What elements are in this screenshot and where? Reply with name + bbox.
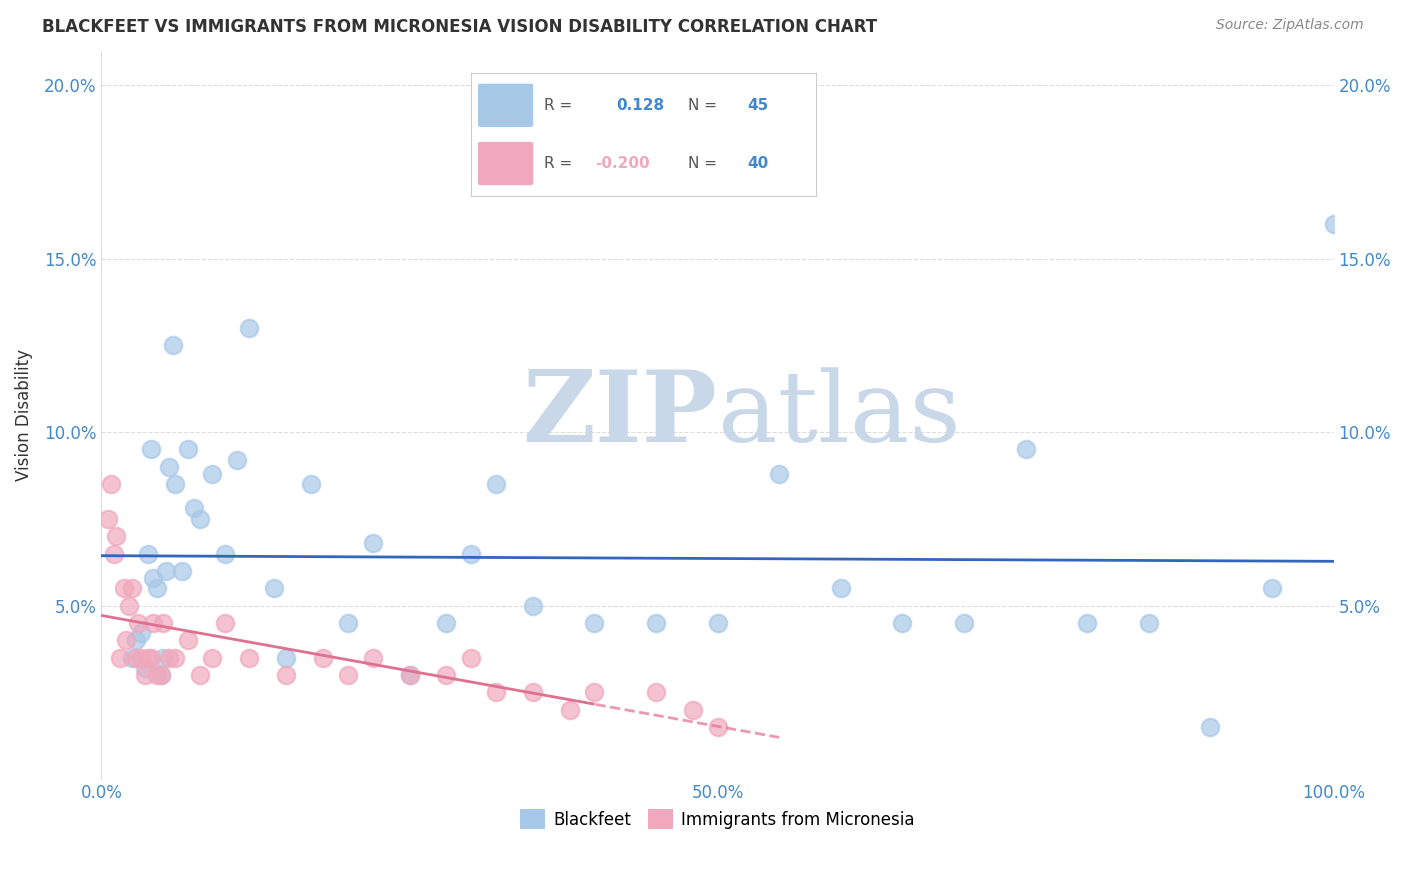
Point xyxy=(100,477,122,491)
Point xyxy=(183,501,205,516)
Point xyxy=(238,650,260,665)
Point xyxy=(706,615,728,630)
Point xyxy=(299,477,322,491)
Point xyxy=(336,668,359,682)
Point xyxy=(706,720,728,734)
Point xyxy=(125,650,148,665)
Point xyxy=(152,650,174,665)
Point xyxy=(105,529,128,543)
Point xyxy=(645,615,668,630)
Point xyxy=(238,321,260,335)
Text: BLACKFEET VS IMMIGRANTS FROM MICRONESIA VISION DISABILITY CORRELATION CHART: BLACKFEET VS IMMIGRANTS FROM MICRONESIA … xyxy=(42,18,877,36)
Point xyxy=(165,477,187,491)
Point xyxy=(170,564,193,578)
Point xyxy=(134,668,156,682)
Point xyxy=(139,650,162,665)
Point xyxy=(1014,442,1036,457)
Point xyxy=(522,599,544,613)
Point xyxy=(485,685,508,699)
Point xyxy=(129,626,152,640)
Point xyxy=(155,564,177,578)
Point xyxy=(214,615,236,630)
Point xyxy=(485,477,508,491)
Point xyxy=(460,547,482,561)
Point xyxy=(1076,615,1098,630)
Point xyxy=(136,650,159,665)
Text: Source: ZipAtlas.com: Source: ZipAtlas.com xyxy=(1216,18,1364,32)
Point xyxy=(768,467,790,481)
Point xyxy=(891,615,914,630)
Point xyxy=(97,512,120,526)
Point xyxy=(157,650,180,665)
Point xyxy=(129,650,152,665)
Point xyxy=(312,650,335,665)
Point xyxy=(201,467,224,481)
Point xyxy=(522,685,544,699)
Point xyxy=(188,512,211,526)
Legend: Blackfeet, Immigrants from Micronesia: Blackfeet, Immigrants from Micronesia xyxy=(513,803,921,836)
Point xyxy=(276,668,298,682)
Point xyxy=(152,615,174,630)
Point xyxy=(682,702,704,716)
Point xyxy=(136,547,159,561)
Point xyxy=(558,702,581,716)
Point xyxy=(263,581,285,595)
Point xyxy=(177,633,200,648)
Point xyxy=(165,650,187,665)
Point xyxy=(460,650,482,665)
Text: atlas: atlas xyxy=(717,367,960,463)
Point xyxy=(436,668,458,682)
Point xyxy=(149,668,172,682)
Point xyxy=(146,668,169,682)
Point xyxy=(583,685,606,699)
Point xyxy=(188,668,211,682)
Point xyxy=(127,615,149,630)
Point xyxy=(398,668,420,682)
Point xyxy=(139,442,162,457)
Point xyxy=(276,650,298,665)
Point xyxy=(112,581,135,595)
Point xyxy=(361,536,384,550)
Point xyxy=(162,338,184,352)
Point xyxy=(436,615,458,630)
Point xyxy=(953,615,976,630)
Point xyxy=(121,581,143,595)
Point xyxy=(583,615,606,630)
Point xyxy=(1199,720,1222,734)
Point xyxy=(117,599,139,613)
Point xyxy=(142,571,165,585)
Point xyxy=(157,459,180,474)
Point xyxy=(201,650,224,665)
Point xyxy=(125,633,148,648)
Point xyxy=(134,661,156,675)
Point xyxy=(830,581,852,595)
Point xyxy=(361,650,384,665)
Point xyxy=(149,668,172,682)
Point xyxy=(121,650,143,665)
Point xyxy=(103,547,125,561)
Point xyxy=(1323,217,1346,231)
Point xyxy=(177,442,200,457)
Point xyxy=(398,668,420,682)
Point xyxy=(115,633,138,648)
Y-axis label: Vision Disability: Vision Disability xyxy=(15,349,32,481)
Point xyxy=(108,650,131,665)
Point xyxy=(226,453,249,467)
Point xyxy=(146,581,169,595)
Point xyxy=(142,615,165,630)
Text: ZIP: ZIP xyxy=(523,367,717,463)
Point xyxy=(336,615,359,630)
Point xyxy=(214,547,236,561)
Point xyxy=(1137,615,1160,630)
Point xyxy=(1261,581,1284,595)
Point xyxy=(645,685,668,699)
